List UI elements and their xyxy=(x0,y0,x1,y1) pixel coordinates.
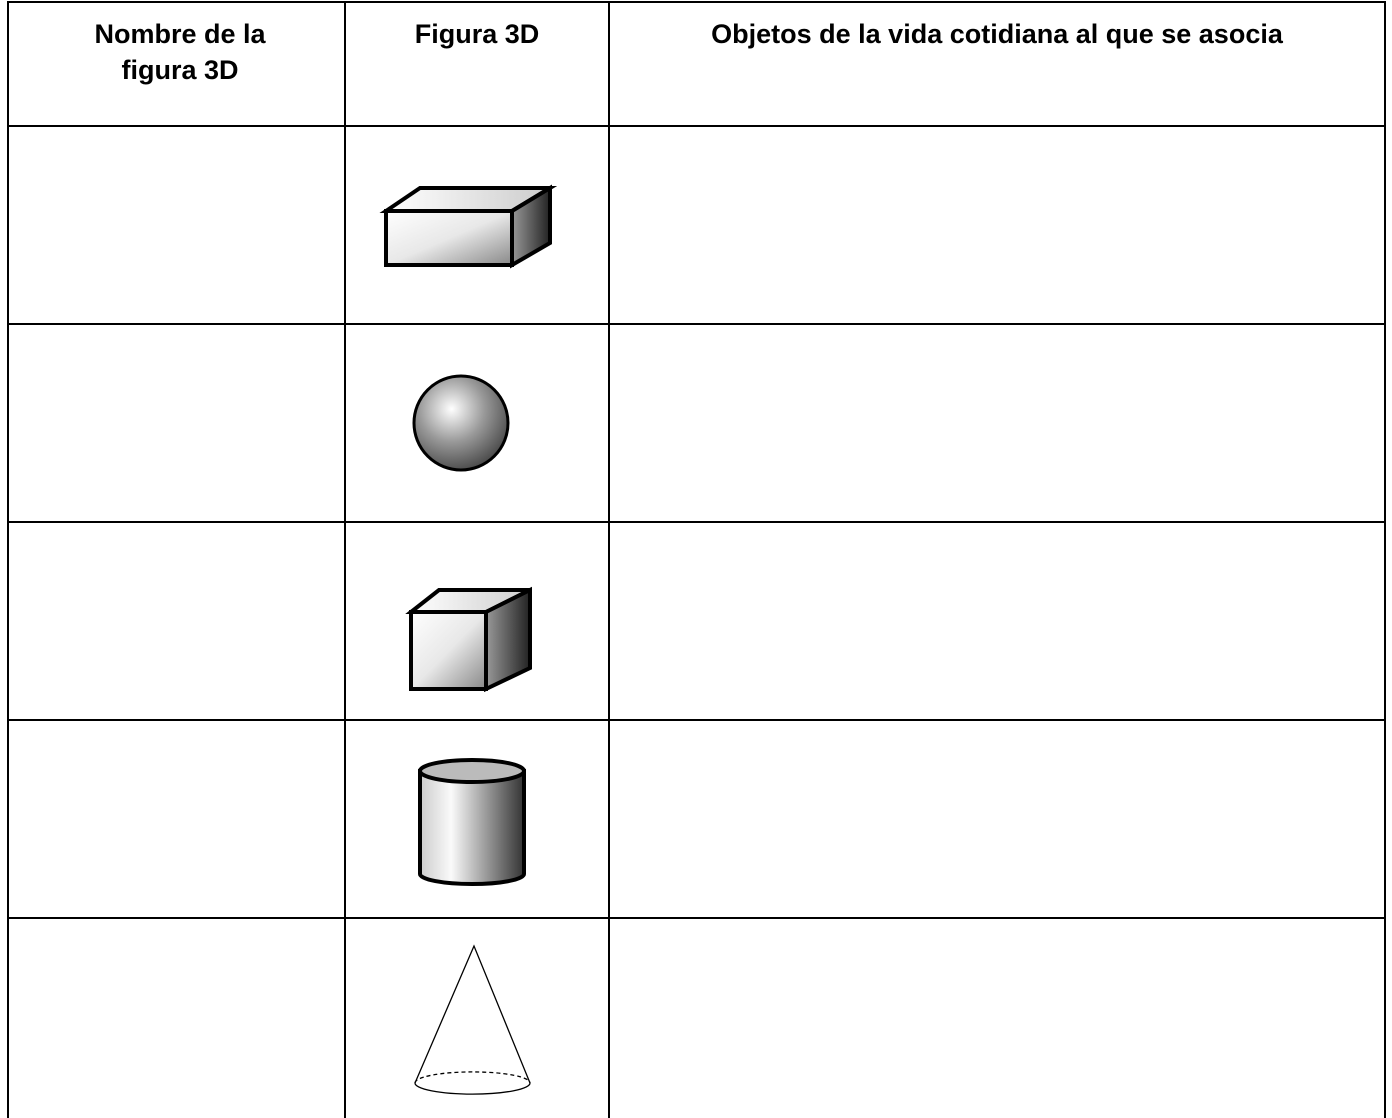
row-divider xyxy=(8,521,1386,523)
table-border xyxy=(7,1,9,1118)
column-divider xyxy=(608,1,610,1118)
cube xyxy=(405,586,532,693)
row-divider xyxy=(8,323,1386,325)
table-border xyxy=(1384,1,1386,1118)
cone xyxy=(414,944,531,1095)
header-cell: Objetos de la vida cotidiana al que se a… xyxy=(711,19,1283,49)
cylinder xyxy=(418,758,526,886)
prism xyxy=(379,184,558,269)
header-cell: Figura 3D xyxy=(414,19,540,49)
table-border xyxy=(8,1,1386,3)
row-divider xyxy=(8,125,1386,127)
header-cell: Nombre de la figura 3D xyxy=(94,19,266,85)
column-divider xyxy=(344,1,346,1118)
row-divider xyxy=(8,917,1386,919)
row-divider xyxy=(8,719,1386,721)
sphere xyxy=(412,374,510,472)
